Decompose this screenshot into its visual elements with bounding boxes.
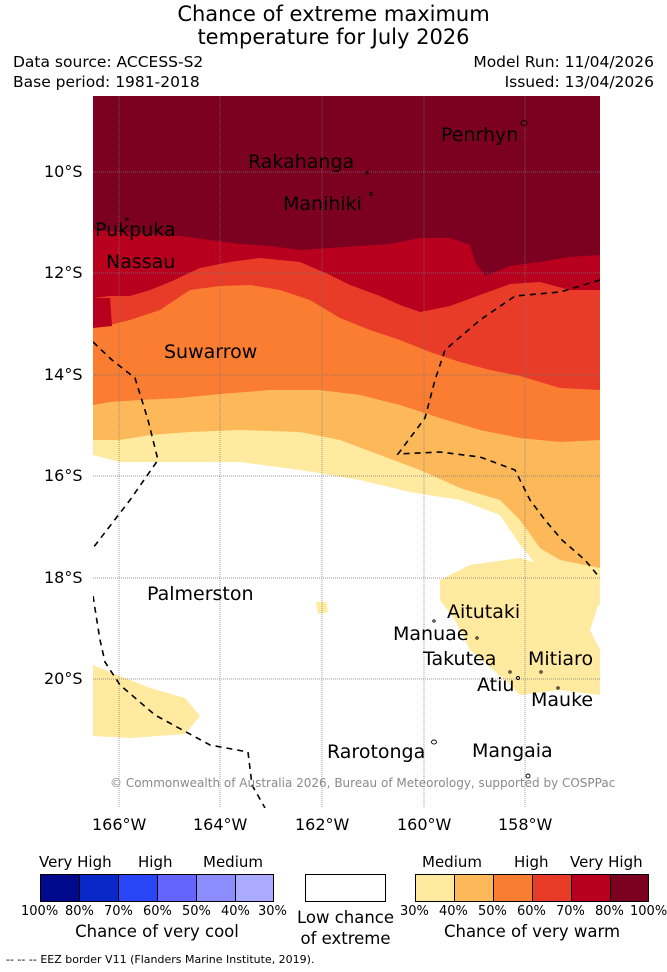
lat-label-12s: 12°S xyxy=(44,263,83,282)
chart-title-line2: temperature for July 2026 xyxy=(197,25,470,49)
place-penrhyn: Penrhyn xyxy=(441,124,519,146)
lon-label-162w: 162°W xyxy=(295,815,350,834)
cool-pct-70: 70% xyxy=(104,904,133,919)
place-mitiaro: Mitiaro xyxy=(528,648,594,670)
cool-pct-40: 40% xyxy=(221,904,250,919)
data-source: Data source: ACCESS-S2 xyxy=(13,53,204,71)
cool-caption: Chance of very cool xyxy=(75,922,239,941)
lat-label-20s: 20°S xyxy=(44,669,83,688)
cool-swatch-40-30 xyxy=(236,875,273,901)
cool-header-high: High xyxy=(138,853,173,871)
warm-swatch-80-100 xyxy=(611,875,648,901)
cool-header-very-high: Very High xyxy=(39,853,112,871)
warm-pct-30: 30% xyxy=(400,904,429,919)
warm-header-high: High xyxy=(514,853,549,871)
place-manuae: Manuae xyxy=(393,623,469,645)
lon-label-164w: 164°W xyxy=(193,815,248,834)
place-aitutaki: Aitutaki xyxy=(447,601,521,623)
lat-label-16s: 16°S xyxy=(44,466,83,485)
cool-pct-30: 30% xyxy=(258,904,287,919)
warm-pct-60: 60% xyxy=(517,904,546,919)
cool-swatch-50-40 xyxy=(197,875,236,901)
base-period: Base period: 1981-2018 xyxy=(13,73,200,91)
eez-legend: -- -- -- EEZ border V11 (Flanders Marine… xyxy=(6,953,314,966)
warm-header-very-high: Very High xyxy=(570,853,643,871)
neutral-caption-line2: of extreme xyxy=(300,929,391,948)
place-mangaia: Mangaia xyxy=(472,740,553,762)
place-pukapuka: Pukpuka xyxy=(95,219,176,241)
cool-pct-60: 60% xyxy=(143,904,172,919)
island-markers xyxy=(125,120,560,779)
low-chance-region xyxy=(93,455,600,808)
copyright-notice: © Commonwealth of Australia 2026, Bureau… xyxy=(110,776,616,790)
cool-pct-80: 80% xyxy=(65,904,94,919)
lon-label-166w: 166°W xyxy=(92,815,147,834)
warm-pct-70: 70% xyxy=(556,904,585,919)
lat-label-10s: 10°S xyxy=(44,162,83,181)
cool-pct-100: 100% xyxy=(21,904,59,919)
place-suwarrow: Suwarrow xyxy=(164,341,258,363)
warm-pct-50: 50% xyxy=(478,904,507,919)
lon-label-158w: 158°W xyxy=(498,815,553,834)
eez-border xyxy=(93,279,600,808)
cool-swatch-100-80 xyxy=(41,875,80,901)
warm-swatch-40-50 xyxy=(455,875,494,901)
warm-pct-80: 80% xyxy=(595,904,624,919)
eez-legend-text: EEZ border V11 (Flanders Marine Institut… xyxy=(40,953,315,966)
warm-header-medium: Medium xyxy=(422,853,482,871)
cool-swatch-70-60 xyxy=(119,875,158,901)
place-takutea: Takutea xyxy=(423,648,497,670)
place-rarotonga: Rarotonga xyxy=(327,741,426,763)
lat-label-14s: 14°S xyxy=(44,365,83,384)
issued-date: Issued: 13/04/2026 xyxy=(504,73,654,91)
neutral-caption-line1: Low chance xyxy=(296,908,395,927)
chart-title-line1: Chance of extreme maximum xyxy=(177,2,490,26)
warm-swatch-30-40 xyxy=(416,875,455,901)
warm-pct-100: 100% xyxy=(630,904,667,919)
place-nassau: Nassau xyxy=(106,251,176,273)
warm-pct-40: 40% xyxy=(439,904,468,919)
model-run: Model Run: 11/04/2026 xyxy=(473,53,654,71)
place-atiu: Atiu xyxy=(477,674,515,696)
warm-swatch-60-70 xyxy=(533,875,572,901)
place-mauke: Mauke xyxy=(531,689,594,711)
cool-pct-50: 50% xyxy=(182,904,211,919)
neutral-swatch xyxy=(305,874,386,902)
eez-legend-marker: -- -- -- xyxy=(6,953,37,966)
cool-swatch-60-50 xyxy=(158,875,197,901)
place-rakahanga: Rakahanga xyxy=(248,151,355,173)
cool-header-medium: Medium xyxy=(203,853,263,871)
cool-swatch-80-70 xyxy=(80,875,119,901)
cool-colorbar xyxy=(40,874,274,902)
warm-swatch-50-60 xyxy=(494,875,533,901)
warm-swatch-70-80 xyxy=(572,875,611,901)
place-palmerston: Palmerston xyxy=(147,583,254,605)
warm-colorbar xyxy=(415,874,649,902)
lon-label-160w: 160°W xyxy=(397,815,452,834)
warm-caption: Chance of very warm xyxy=(443,922,621,941)
place-manihiki: Manihiki xyxy=(283,193,362,215)
graticule xyxy=(93,96,600,808)
lat-label-18s: 18°S xyxy=(44,568,83,587)
